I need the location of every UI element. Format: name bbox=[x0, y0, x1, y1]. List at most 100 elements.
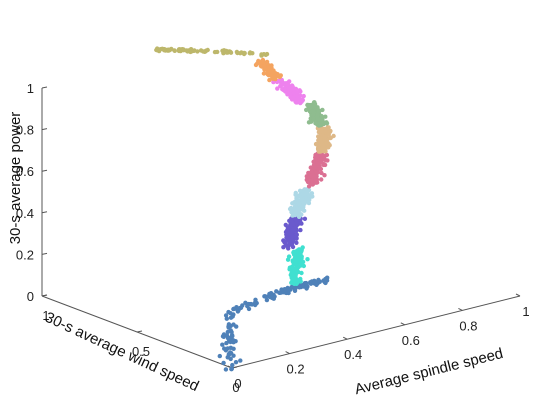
data-point bbox=[322, 173, 327, 178]
data-point bbox=[297, 248, 302, 254]
data-point bbox=[293, 217, 298, 222]
z-tick-label: 1 bbox=[27, 81, 34, 96]
data-point bbox=[278, 83, 283, 89]
data-point bbox=[276, 78, 282, 84]
data-point bbox=[305, 257, 310, 262]
data-point bbox=[305, 178, 310, 183]
data-point bbox=[313, 121, 318, 126]
data-point bbox=[245, 303, 250, 309]
data-point bbox=[248, 50, 253, 55]
cluster-2 bbox=[285, 245, 310, 286]
data-point bbox=[221, 332, 227, 337]
data-point bbox=[286, 287, 291, 293]
data-point bbox=[322, 279, 327, 284]
data-point bbox=[291, 97, 297, 102]
data-point bbox=[185, 49, 190, 54]
data-point bbox=[319, 128, 324, 133]
data-point bbox=[318, 137, 323, 142]
data-point bbox=[223, 367, 229, 372]
data-point bbox=[223, 313, 229, 318]
x-tick-mark bbox=[285, 351, 290, 355]
x-tick-label: 0.8 bbox=[459, 318, 477, 333]
data-point bbox=[275, 72, 280, 77]
data-point bbox=[308, 104, 313, 109]
z-tick-mark bbox=[41, 128, 48, 131]
data-point bbox=[314, 282, 319, 287]
data-point bbox=[293, 90, 299, 95]
data-point bbox=[291, 249, 297, 254]
data-point bbox=[180, 47, 185, 52]
data-point bbox=[294, 265, 299, 271]
data-point bbox=[228, 50, 234, 55]
x-tick-label: 0.4 bbox=[344, 347, 362, 362]
data-point bbox=[295, 280, 300, 285]
cluster-1 bbox=[217, 275, 330, 372]
data-point bbox=[265, 69, 270, 74]
data-point bbox=[323, 114, 328, 119]
data-point bbox=[223, 49, 229, 55]
y-tick-mark bbox=[136, 330, 143, 333]
data-point bbox=[302, 187, 307, 192]
data-point bbox=[235, 309, 241, 314]
x-tick-label: 0.6 bbox=[402, 333, 420, 348]
data-point bbox=[289, 238, 295, 243]
z-tick-label: 0.2 bbox=[16, 247, 34, 262]
data-point bbox=[309, 191, 315, 196]
data-point bbox=[291, 226, 297, 231]
data-point bbox=[238, 358, 243, 363]
data-point bbox=[328, 135, 333, 141]
data-point bbox=[313, 165, 319, 170]
data-point bbox=[288, 218, 294, 223]
data-point bbox=[264, 59, 270, 65]
data-point bbox=[288, 205, 294, 211]
data-point bbox=[299, 197, 304, 202]
data-point bbox=[229, 366, 234, 371]
x-tick-label: 1 bbox=[522, 304, 529, 319]
data-point bbox=[189, 49, 195, 54]
z-tick-label: 0.6 bbox=[16, 164, 34, 179]
data-point bbox=[306, 170, 311, 176]
z-tick-label: 0 bbox=[27, 289, 34, 304]
data-point bbox=[231, 340, 236, 345]
z-tick-mark bbox=[41, 252, 48, 255]
data-point bbox=[224, 340, 229, 346]
y-tick-label: 0.5 bbox=[132, 344, 150, 359]
data-point bbox=[320, 145, 325, 150]
data-point bbox=[324, 141, 329, 147]
data-point bbox=[306, 184, 312, 189]
y-tick-label: 0 bbox=[232, 380, 239, 395]
data-point bbox=[286, 231, 291, 236]
z-tick-label: 0.8 bbox=[16, 123, 34, 138]
data-point bbox=[304, 174, 309, 179]
data-points bbox=[154, 46, 336, 372]
data-point bbox=[287, 79, 292, 84]
x-tick-mark bbox=[458, 307, 463, 311]
x-tick-label: 0 bbox=[234, 376, 241, 391]
cluster-4 bbox=[287, 186, 315, 219]
data-point bbox=[321, 148, 327, 154]
data-point bbox=[318, 123, 323, 128]
data-point bbox=[315, 112, 320, 117]
data-point bbox=[195, 49, 200, 54]
data-point bbox=[318, 160, 323, 165]
data-point bbox=[284, 235, 289, 240]
x-tick-label: 0.2 bbox=[287, 362, 305, 377]
data-point bbox=[304, 107, 309, 113]
data-point bbox=[302, 201, 307, 206]
data-point bbox=[266, 73, 271, 78]
data-point bbox=[291, 279, 296, 285]
data-point bbox=[288, 85, 293, 90]
data-point bbox=[238, 51, 243, 56]
data-point bbox=[288, 272, 293, 278]
z-tick-label: 0.4 bbox=[16, 206, 34, 221]
y-tick-label: 1 bbox=[42, 308, 49, 323]
data-point bbox=[172, 48, 177, 53]
data-point bbox=[311, 159, 316, 164]
data-point bbox=[272, 74, 277, 79]
data-point bbox=[253, 62, 259, 68]
data-point bbox=[261, 59, 266, 65]
data-point bbox=[240, 303, 245, 308]
data-point bbox=[297, 207, 302, 212]
data-point bbox=[212, 49, 218, 55]
data-point bbox=[316, 108, 321, 113]
